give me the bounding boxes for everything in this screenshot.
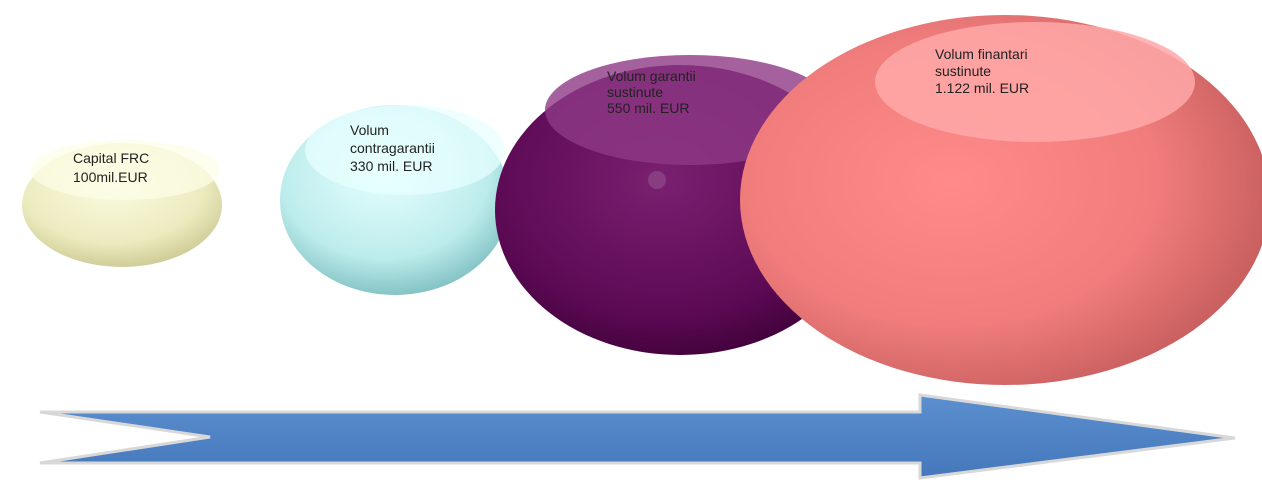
node-label: Volum garantii	[607, 68, 696, 84]
node-label: 100mil.EUR	[73, 169, 148, 185]
node-label: contragarantii	[350, 140, 435, 156]
bubble	[280, 105, 510, 295]
bubble	[22, 140, 222, 267]
node-label: Volum	[350, 122, 389, 138]
node-label: Volum finantari	[935, 46, 1028, 62]
node-label: 1.122 mil. EUR	[935, 80, 1029, 96]
node-label: 330 mil. EUR	[350, 158, 432, 174]
node-label: sustinute	[607, 84, 663, 100]
bubble	[740, 15, 1262, 385]
node-label: Capital FRC	[73, 150, 149, 166]
node-label: sustinute	[935, 63, 991, 79]
arrow	[39, 393, 1236, 480]
node-label: 550 mil. EUR	[607, 100, 689, 116]
